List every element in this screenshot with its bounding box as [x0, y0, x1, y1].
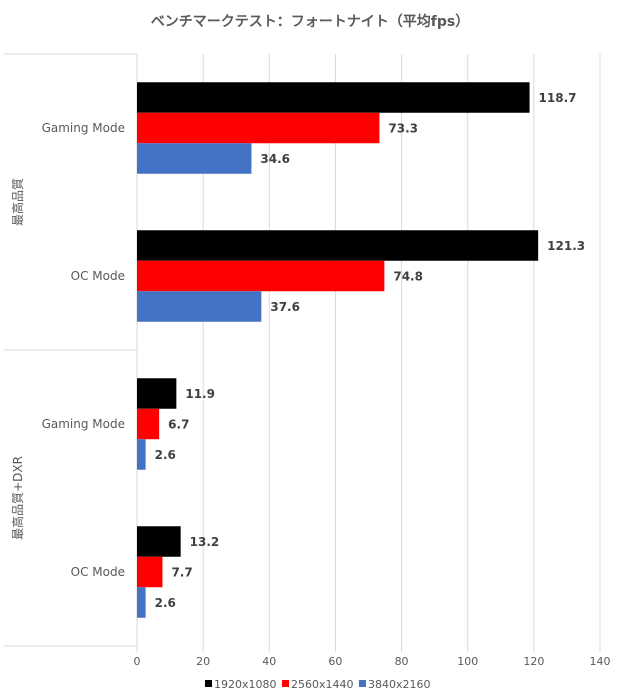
- legend-item: 1920x1080: [205, 678, 277, 691]
- group-label: 最高品質: [10, 178, 25, 226]
- bar-1920x1080-1: [137, 230, 539, 261]
- legend-swatch: [282, 680, 289, 687]
- category-label: Gaming Mode: [42, 121, 125, 135]
- category-axis-frame: [4, 53, 138, 652]
- bar-3840x2160-2: [137, 439, 146, 470]
- x-tick-label: 120: [523, 655, 544, 668]
- data-labels: 118.7 73.3 34.6 121.3 74.8 37.6 11.9 6.7 2.6 13.2…: [155, 91, 586, 610]
- bar-2560x1440-0: [137, 112, 380, 144]
- bar-3840x2160-3: [137, 587, 146, 618]
- data-label: 11.9: [185, 387, 215, 401]
- chart-title: ベンチマークテスト：フォートナイト（平均fps）: [151, 13, 469, 30]
- legend: 1920x1080 2560x1440 3840x2160: [205, 678, 431, 691]
- legend-swatch: [359, 680, 366, 687]
- x-tick-label: 20: [196, 655, 210, 668]
- x-tick-label: 0: [134, 655, 141, 668]
- data-label: 6.7: [168, 418, 189, 432]
- bar-2560x1440-2: [137, 408, 160, 440]
- x-axis-ticks: 0 20 40 60 80 100 120 140: [134, 655, 611, 668]
- bar-2560x1440-3: [137, 556, 163, 588]
- x-tick-label: 100: [457, 655, 478, 668]
- bar-1920x1080-2: [137, 378, 177, 409]
- data-label: 121.3: [547, 239, 585, 253]
- bar-1920x1080-3: [137, 526, 181, 557]
- x-tick-label: 60: [328, 655, 342, 668]
- bar-1920x1080-0: [137, 82, 530, 113]
- category-label: OC Mode: [71, 565, 125, 579]
- bar-3840x2160-1: [137, 291, 262, 322]
- x-tick-label: 140: [590, 655, 611, 668]
- legend-item: 3840x2160: [359, 678, 431, 691]
- category-label: OC Mode: [71, 269, 125, 283]
- legend-label: 2560x1440: [291, 678, 354, 691]
- data-label: 34.6: [260, 152, 290, 166]
- gridlines: [202, 54, 601, 652]
- group-label: 最高品質+DXR: [10, 456, 25, 540]
- category-label: Gaming Mode: [42, 417, 125, 431]
- legend-label: 3840x2160: [368, 678, 431, 691]
- category-labels: Gaming Mode OC Mode Gaming Mode OC Mode 最高品質…: [10, 121, 125, 579]
- data-label: 118.7: [539, 91, 577, 105]
- legend-item: 2560x1440: [282, 678, 354, 691]
- data-label: 2.6: [155, 448, 176, 462]
- bars: [137, 82, 539, 618]
- data-label: 37.6: [270, 300, 300, 314]
- legend-label: 1920x1080: [214, 678, 277, 691]
- data-label: 73.3: [388, 122, 418, 136]
- data-label: 74.8: [393, 270, 423, 284]
- data-label: 13.2: [190, 535, 220, 549]
- legend-swatch: [205, 680, 212, 687]
- data-label: 2.6: [155, 596, 176, 610]
- x-tick-label: 40: [262, 655, 276, 668]
- x-tick-label: 80: [395, 655, 409, 668]
- bar-3840x2160-0: [137, 143, 252, 174]
- data-label: 7.7: [171, 566, 192, 580]
- bar-2560x1440-1: [137, 260, 385, 292]
